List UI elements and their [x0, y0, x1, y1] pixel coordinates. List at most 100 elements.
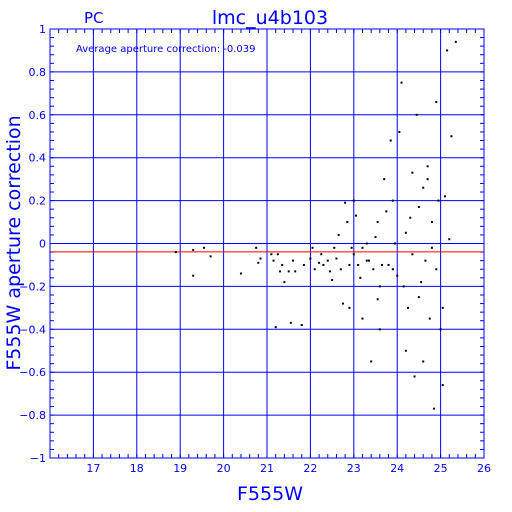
x-tick-label: 23: [347, 462, 361, 475]
data-point: [372, 268, 375, 271]
data-point: [331, 278, 334, 281]
data-point: [417, 296, 420, 299]
data-point: [192, 274, 195, 277]
plot-frame: [49, 28, 485, 459]
data-point: [313, 268, 316, 271]
data-point: [361, 317, 364, 320]
x-tick-label: 19: [173, 462, 187, 475]
y-tick-label: 0.8: [29, 66, 47, 79]
data-point: [378, 328, 381, 331]
data-point: [281, 263, 284, 266]
data-point: [335, 257, 338, 260]
x-tick-label: 26: [477, 462, 491, 475]
data-point: [398, 130, 401, 133]
data-point: [409, 216, 412, 219]
data-point: [257, 261, 260, 264]
data-point: [294, 270, 297, 273]
data-point: [385, 210, 388, 213]
data-point: [276, 253, 279, 256]
y-tick-label: −0.8: [19, 409, 46, 422]
data-point: [239, 272, 242, 275]
data-point: [443, 195, 446, 198]
data-point: [318, 261, 321, 264]
data-point: [311, 246, 314, 249]
data-point: [411, 171, 414, 174]
data-point: [259, 257, 262, 260]
data-point: [302, 263, 305, 266]
data-point: [326, 259, 329, 262]
y-tick-label: 0.6: [29, 109, 47, 122]
data-point: [322, 263, 325, 266]
data-point: [407, 306, 410, 309]
x-tick-label: 24: [390, 462, 404, 475]
data-point: [350, 246, 353, 249]
data-point: [370, 360, 373, 363]
data-point: [348, 306, 351, 309]
data-point: [376, 221, 379, 224]
y-tick-label: −1: [30, 452, 46, 465]
data-point: [357, 263, 360, 266]
data-point: [396, 274, 399, 277]
y-tick-label: −0.2: [19, 280, 46, 293]
grid: [49, 28, 485, 459]
data-point: [404, 231, 407, 234]
data-point: [376, 298, 379, 301]
data-point: [450, 135, 453, 138]
data-point: [387, 263, 390, 266]
x-axis-label: F555W: [237, 483, 303, 505]
data-point: [413, 375, 416, 378]
data-point: [337, 233, 340, 236]
data-point: [279, 270, 282, 273]
data-point: [391, 268, 394, 271]
y-tick-labels: −1 −0.8 −0.6 −0.4 −0.2 0 0.2 0.4 0.6 0.8 1: [19, 23, 46, 465]
chart-title: lmc_u4b103: [212, 7, 328, 29]
x-tick-labels: 17 18 19 20 21 22 23 24 25 26: [86, 462, 491, 475]
data-point: [389, 139, 392, 142]
x-tick-label: 25: [434, 462, 448, 475]
y-tick-label: 1: [39, 23, 46, 36]
data-point: [430, 246, 433, 249]
data-point: [367, 259, 370, 262]
data-point: [209, 255, 212, 258]
data-point: [426, 178, 429, 181]
data-point: [391, 199, 394, 202]
data-point: [300, 324, 303, 327]
x-tick-label: 18: [130, 462, 144, 475]
data-point: [365, 242, 368, 245]
data-point: [365, 259, 368, 262]
y-tick-label: −0.4: [19, 323, 46, 336]
data-point: [292, 259, 295, 262]
data-point: [430, 221, 433, 224]
data-point: [422, 360, 425, 363]
data-point: [359, 276, 362, 279]
data-point: [435, 100, 438, 103]
data-point: [333, 246, 336, 249]
y-axis-label: F555W aperture correction: [3, 115, 25, 370]
x-tick-label: 17: [86, 462, 100, 475]
data-point: [441, 384, 444, 387]
data-point: [394, 242, 397, 245]
data-point: [433, 407, 436, 410]
data-point: [426, 165, 429, 168]
y-tick-label: 0.2: [29, 195, 47, 208]
data-point: [454, 40, 457, 43]
data-point: [346, 221, 349, 224]
data-point: [448, 238, 451, 241]
data-point: [381, 263, 384, 266]
y-tick-label: 0: [39, 238, 46, 251]
data-point: [383, 178, 386, 181]
data-point: [274, 326, 277, 329]
data-point: [272, 259, 275, 262]
corner-label: PC: [84, 9, 104, 27]
y-tick-label: 0.4: [29, 152, 47, 165]
data-point: [420, 281, 423, 284]
data-point: [328, 270, 331, 273]
data-point: [374, 236, 377, 239]
y-tick-label: −0.6: [19, 366, 46, 379]
data-point: [435, 268, 438, 271]
data-point: [344, 201, 347, 204]
data-point: [422, 186, 425, 189]
data-point: [289, 321, 292, 324]
data-point: [446, 49, 449, 52]
